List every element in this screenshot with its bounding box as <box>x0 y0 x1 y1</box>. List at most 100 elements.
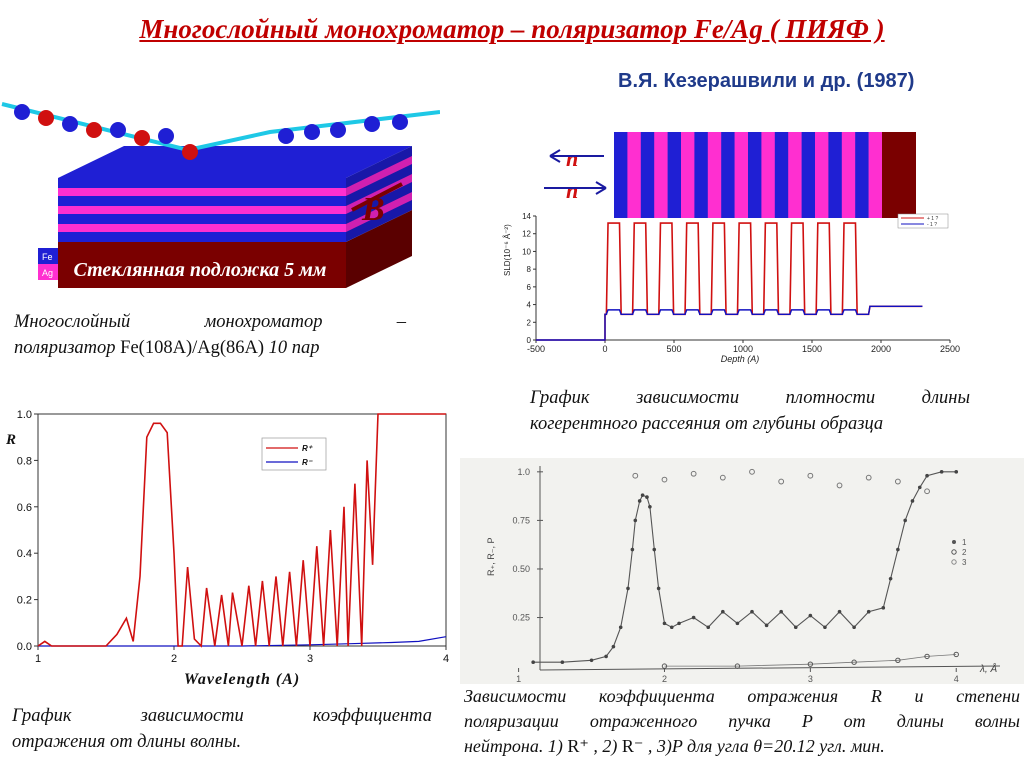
series-1-point <box>560 660 565 665</box>
experimental-axes: 1 2 3 40.250.500.751.0 <box>512 466 1001 684</box>
series-1-point <box>793 625 798 630</box>
legend-label-3: 3 <box>962 558 967 567</box>
neutron-up <box>14 104 30 120</box>
y-tick-label: 6 <box>527 283 532 292</box>
series-3-point <box>807 472 814 479</box>
layer-ag <box>761 132 776 218</box>
series-2-line <box>664 654 957 667</box>
exp-legend: 1 2 3 <box>951 538 967 567</box>
series-2-point <box>851 659 857 665</box>
layer-fe <box>614 132 628 218</box>
neutron-up <box>278 128 294 144</box>
x-tick-label: 1 <box>516 674 521 684</box>
series-1-point <box>837 609 842 614</box>
layer-fe <box>640 132 655 218</box>
series-2-point <box>661 663 668 669</box>
multilayer-structure: B Стеклянная подложка 5 мм Fe Ag <box>1 102 440 288</box>
layer-ag <box>841 132 856 218</box>
layer-ag <box>815 132 829 218</box>
neutron-up <box>330 122 346 138</box>
layer-ag <box>868 132 883 218</box>
series-plus-line <box>536 222 923 341</box>
authors-label: В.Я. Кезерашвили и др. (1987) <box>618 70 915 92</box>
layer-fe <box>694 132 709 218</box>
series-1-point <box>637 499 642 503</box>
legend-minus: R⁻ <box>302 458 313 467</box>
layer-blue <box>58 214 346 224</box>
n-label: n <box>566 146 578 171</box>
x-tick-label: 3 <box>808 674 813 684</box>
series-rminus-line <box>38 636 447 647</box>
series-1-point <box>677 621 681 626</box>
neutron-up <box>62 116 78 132</box>
series-3-point <box>632 472 639 479</box>
neutron-down <box>182 144 198 160</box>
caption-density-line2: когерентного рассеяния от глубины образц… <box>530 413 884 434</box>
series-1-line <box>533 471 957 663</box>
y-tick-label: 0.6 <box>17 502 32 514</box>
layer-ag <box>707 132 722 218</box>
series-1-point <box>652 547 657 552</box>
neutron-down <box>86 122 102 138</box>
series-1-point <box>954 470 959 474</box>
series-2-point <box>924 653 930 660</box>
legend-box <box>261 437 327 471</box>
fe-legend-label: Fe <box>42 252 53 262</box>
series-1-point <box>764 623 769 628</box>
layer-fe <box>801 132 816 218</box>
caption-text: 10 пар <box>264 337 320 358</box>
caption-exp-line3: нейтрона. 1) R⁺ , 2) R⁻ , 3)P для угла θ… <box>464 734 1020 759</box>
page-title: Многослойный монохроматор – поляризатор … <box>139 14 885 44</box>
density-chart: n n -500 0 500 1000 1500 2000 250002468101214 … <box>503 132 960 364</box>
top-face <box>58 146 412 178</box>
layer-fe <box>667 132 682 218</box>
layer-magenta <box>58 206 346 214</box>
caption-rminus: R⁻ <box>621 735 644 756</box>
exp-xlabel: λ, Å <box>979 662 997 675</box>
layer-fe <box>748 132 762 218</box>
layer-magenta <box>58 224 346 232</box>
caption-text: , 2) <box>588 735 622 756</box>
reflect-legend: R⁺ R⁻ <box>261 437 327 471</box>
series-1-point <box>808 613 813 618</box>
n-label: n <box>566 178 578 203</box>
reflect-ylabel: R <box>5 432 16 448</box>
x-tick-label: 1500 <box>802 344 822 354</box>
x-tick-label: 2000 <box>871 344 891 354</box>
layer-fe <box>774 132 789 218</box>
series-1-point <box>645 495 649 499</box>
legend-minus: - 1 ? <box>927 222 937 228</box>
caption-density-line1: График зависимости плотности длины <box>530 388 970 408</box>
caption-reflect-line1: График зависимости коэффициента <box>12 706 432 726</box>
exp-ylabel: R₊, R₋, P <box>486 537 496 576</box>
ag-legend-label: Ag <box>42 268 53 278</box>
x-tick-label: 2500 <box>940 344 960 354</box>
x-tick-label: 4 <box>443 653 449 665</box>
layer-blue <box>58 178 346 188</box>
x-tick-label: 2 <box>662 674 667 684</box>
y-tick-label: 14 <box>522 212 531 221</box>
caption-structure-line2: поляризатор Fe(108A)/Ag(86A) 10 пар <box>14 336 406 362</box>
y-tick-label: 0.0 <box>17 641 32 653</box>
x-tick-label: 2 <box>171 653 177 665</box>
series-1-point <box>823 625 827 630</box>
y-tick-label: 4 <box>527 301 532 310</box>
caption-reflectivity: График зависимости коэффициента отражени… <box>12 704 432 755</box>
left-arrow <box>549 149 604 163</box>
reflected-neutrons <box>278 114 408 144</box>
substrate-front <box>58 242 346 288</box>
series-1-point <box>662 621 667 626</box>
side-stripe <box>346 192 412 232</box>
legend-label-2: 2 <box>962 548 967 557</box>
series-1-point <box>656 586 661 591</box>
n-arrows: n n <box>544 146 607 203</box>
series-1-point <box>925 473 929 478</box>
layer-ag <box>788 132 802 218</box>
x-tick-label: 0 <box>602 344 607 354</box>
caption-reflect-line2: отражения от длины волны. <box>12 731 242 752</box>
series-1-point <box>910 499 915 503</box>
series-1-point <box>896 547 900 552</box>
series-1-point <box>633 518 638 523</box>
series-1-point <box>852 625 856 630</box>
plot-frame <box>37 413 447 647</box>
